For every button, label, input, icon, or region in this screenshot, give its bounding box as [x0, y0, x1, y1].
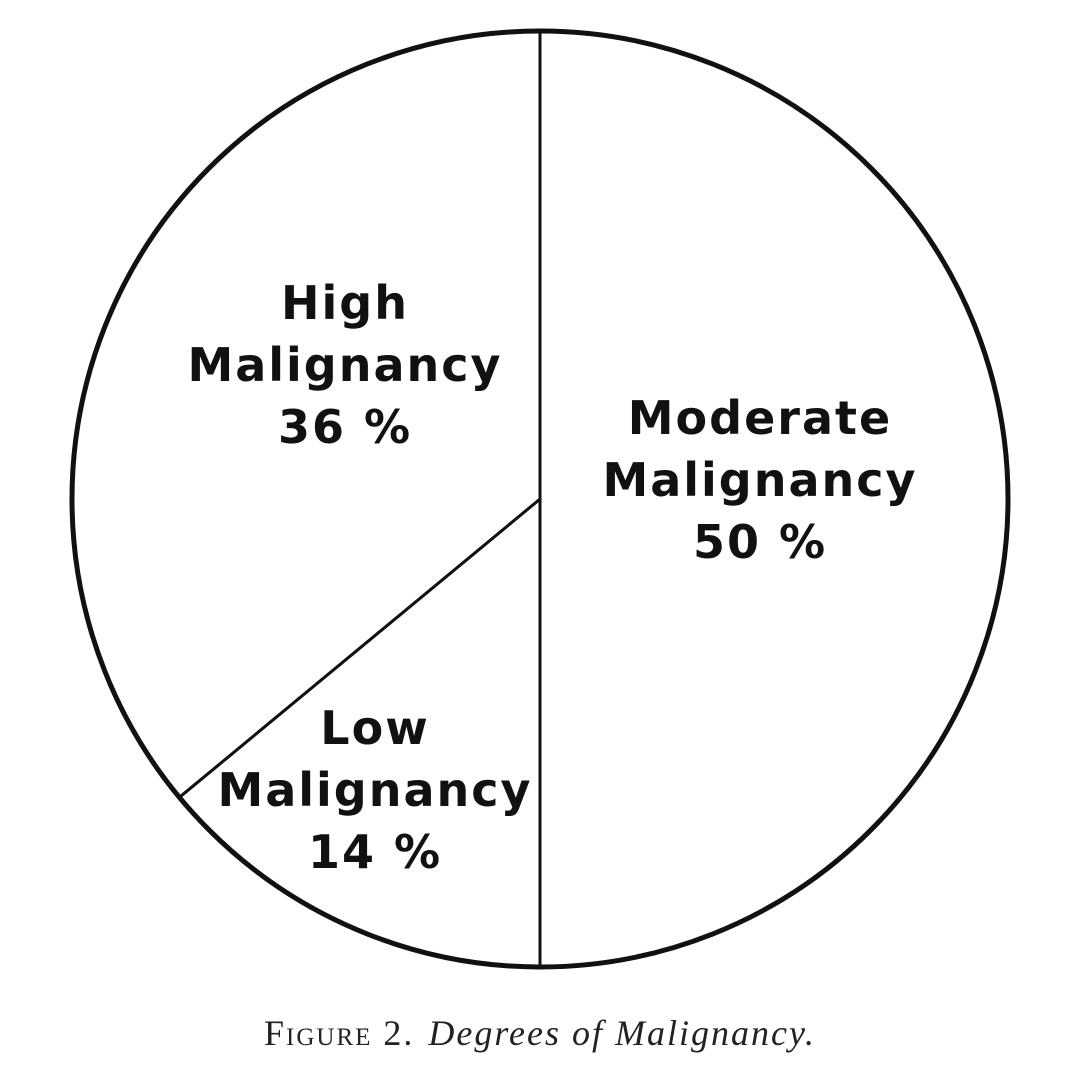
slice-label: Moderate Malignancy 50 %: [590, 387, 930, 573]
chart-title: Degrees of Malignancy.: [428, 1013, 816, 1053]
category-label: Low Malignancy: [217, 701, 533, 817]
slice-label: Low Malignancy 14 %: [205, 697, 545, 883]
category-label: Moderate Malignancy: [602, 391, 918, 507]
slice-label: High Malignancy 36 %: [175, 272, 515, 458]
value-label: 36 %: [277, 400, 413, 454]
pie-outline: [69, 28, 1011, 970]
category-label: High Malignancy: [187, 276, 503, 392]
caption: Figure 2. Degrees of Malignancy.: [0, 1012, 1080, 1054]
value-label: 14 %: [307, 825, 443, 879]
value-label: 50 %: [692, 515, 828, 569]
figure-number: Figure 2.: [264, 1013, 415, 1053]
